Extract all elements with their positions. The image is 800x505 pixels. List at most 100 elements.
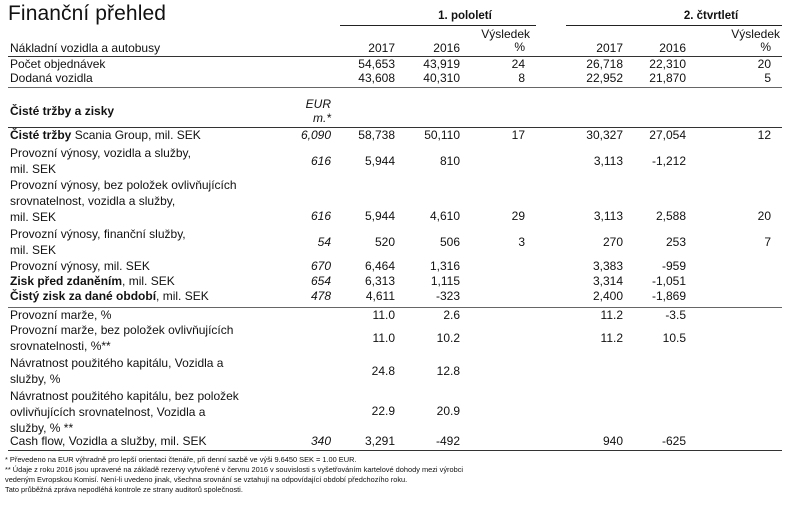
- row-label: Provozní výnosy, mil. SEK: [10, 259, 300, 274]
- h1-result-header-line2: %: [514, 40, 525, 54]
- cell-q2-2017: 3,113: [593, 209, 623, 223]
- cell-h1-2016: -323: [435, 289, 460, 303]
- row-label-line: Návratnost použitého kapitálu, bez polož…: [10, 389, 239, 403]
- row-label: Čisté tržby Scania Group, mil. SEK: [10, 128, 300, 143]
- row-label-line: služby, % **: [10, 421, 74, 435]
- section1-rule: [8, 87, 782, 88]
- row-label-line: Provozní marže, bez položek ovlivňujícíc…: [10, 323, 234, 337]
- cell-q2-2017: 11.2: [600, 331, 623, 345]
- footnote-line: ** Údaje z roku 2016 jsou upravené na zá…: [5, 465, 464, 474]
- cell-q2-2017: 3,383: [592, 259, 623, 273]
- q2-2017-header: 2017: [596, 41, 623, 55]
- section2-header-rule: [8, 127, 782, 128]
- cell-eur: 616: [310, 154, 331, 168]
- cell-h1-2017: 22.9: [371, 404, 395, 418]
- cell-q2-res: 20: [757, 57, 771, 71]
- cell-h1-2017: 5,944: [364, 154, 395, 168]
- cell-h1-2016: 4,610: [429, 209, 460, 223]
- row-label-text: , mil. SEK: [122, 274, 175, 288]
- cell-h1-2016: 12.8: [436, 364, 460, 378]
- row-label: Čistý zisk za dané období, mil. SEK: [10, 289, 300, 304]
- q2-2016-header: 2016: [659, 41, 686, 55]
- row-label: Dodaná vozidla: [10, 71, 93, 85]
- row-label: Zisk před zdaněním, mil. SEK: [10, 274, 300, 289]
- cell-h1-2017: 24.8: [371, 364, 395, 378]
- eur-header-line2: m.*: [313, 111, 331, 125]
- cell-q2-2016: 21,870: [649, 71, 686, 85]
- row-label-bold: Čisté tržby: [10, 128, 72, 142]
- cell-eur: 478: [310, 289, 331, 303]
- cell-h1-res: 3: [518, 235, 525, 249]
- row-label-line: Cash flow, Vozidla a služby, mil. SEK: [10, 434, 207, 448]
- cell-eur: 54: [317, 235, 331, 249]
- cell-h1-2016: 1,115: [430, 274, 460, 288]
- group-header-h1: 1. pololetí: [438, 10, 492, 22]
- cell-q2-2017: 3,314: [592, 274, 623, 288]
- row-label: Provozní výnosy, finanční služby,: [10, 227, 300, 242]
- h1-2017-header: 2017: [368, 41, 395, 55]
- group-rule-q2: [566, 25, 782, 26]
- cell-h1-2017: 4,611: [365, 289, 395, 303]
- cell-q2-res: 20: [757, 209, 771, 223]
- cell-h1-2016: 10.2: [436, 331, 460, 345]
- row-label-text: Provozní výnosy, mil. SEK: [10, 259, 150, 273]
- cell-h1-2017: 11.0: [372, 331, 395, 345]
- row-label-line2: mil. SEK: [10, 243, 57, 257]
- cell-h1-2016: 1,316: [429, 259, 460, 273]
- cell-h1-res: 17: [511, 128, 525, 142]
- row-label-line3: mil. SEK: [10, 210, 57, 224]
- cell-h1-res: 24: [511, 57, 525, 71]
- cell-q2-res: 12: [757, 128, 771, 142]
- cell-h1-2017: 3,291: [364, 434, 395, 448]
- cell-h1-res: 29: [511, 209, 525, 223]
- table-bottom-rule: [8, 450, 782, 451]
- footnote-line: vedeným Evropskou Komisí. Není-li uveden…: [5, 475, 408, 484]
- row-label-text: , mil. SEK: [156, 289, 209, 303]
- cell-h1-2016: 810: [439, 154, 460, 168]
- section-label-vehicles: Nákladní vozidla a autobusy: [10, 41, 161, 55]
- row-label-line2: srovnatelnost, vozidla a služby,: [10, 194, 176, 208]
- cell-q2-2016: -959: [661, 259, 686, 273]
- row-label-text: Provozní výnosy, finanční služby,: [10, 227, 186, 241]
- row-label-bold: Zisk před zdaněním: [10, 274, 123, 288]
- page-title: Finanční přehled: [8, 2, 167, 25]
- cell-q2-2017: 3,113: [593, 154, 623, 168]
- cell-q2-2016: 2,588: [655, 209, 686, 223]
- group-rule-h1: [340, 25, 536, 26]
- row-label-line2: mil. SEK: [10, 162, 57, 176]
- cell-q2-2017: 30,327: [586, 128, 623, 142]
- row-label-text: Provozní výnosy, bez položek ovlivňující…: [10, 178, 237, 192]
- cell-h1-2016: 43,919: [423, 57, 460, 71]
- cell-q2-2017: 26,718: [586, 57, 623, 71]
- row-label-line: Návratnost použitého kapitálu, Vozidla a: [10, 356, 224, 370]
- row-label-bold: Čistý zisk za dané období: [10, 289, 157, 303]
- group-header-q2: 2. čtvrtletí: [683, 10, 739, 22]
- cell-h1-2016: 20.9: [436, 404, 460, 418]
- cell-h1-2016: 506: [439, 235, 460, 249]
- q2-result-header-line2: %: [760, 40, 771, 54]
- cell-q2-2016: -1,051: [651, 274, 686, 288]
- cell-h1-2017: 5,944: [364, 209, 395, 223]
- cell-h1-2017: 43,608: [358, 71, 395, 85]
- cell-q2-2017: 11.2: [600, 308, 623, 322]
- footnote-line: * Převedeno na EUR výhradně pro lepší or…: [5, 455, 357, 464]
- cell-h1-2017: 6,464: [364, 259, 395, 273]
- cell-q2-2016: -3.5: [665, 308, 686, 322]
- row-label-text: Scania Group, mil. SEK: [71, 128, 201, 142]
- footnote-line: Tato průběžná zpráva nepodléhá kontrole …: [5, 485, 243, 494]
- cell-h1-2016: 2.6: [443, 308, 460, 322]
- cell-h1-2017: 58,738: [358, 128, 395, 142]
- cell-q2-2017: 940: [602, 434, 623, 448]
- cell-h1-2017: 520: [374, 235, 395, 249]
- cell-q2-2016: 22,310: [649, 57, 686, 71]
- cell-q2-2016: 253: [665, 235, 686, 249]
- h1-result-header-line1: Výsledek: [481, 27, 530, 41]
- cell-q2-2017: 270: [602, 235, 623, 249]
- section-label-sales: Čisté tržby a zisky: [10, 104, 115, 118]
- h1-2016-header: 2016: [433, 41, 460, 55]
- cell-h1-res: 8: [518, 71, 525, 85]
- cell-h1-2017: 54,653: [358, 57, 395, 71]
- row-label-line: služby, %: [10, 372, 61, 386]
- cell-q2-2016: -625: [661, 434, 686, 448]
